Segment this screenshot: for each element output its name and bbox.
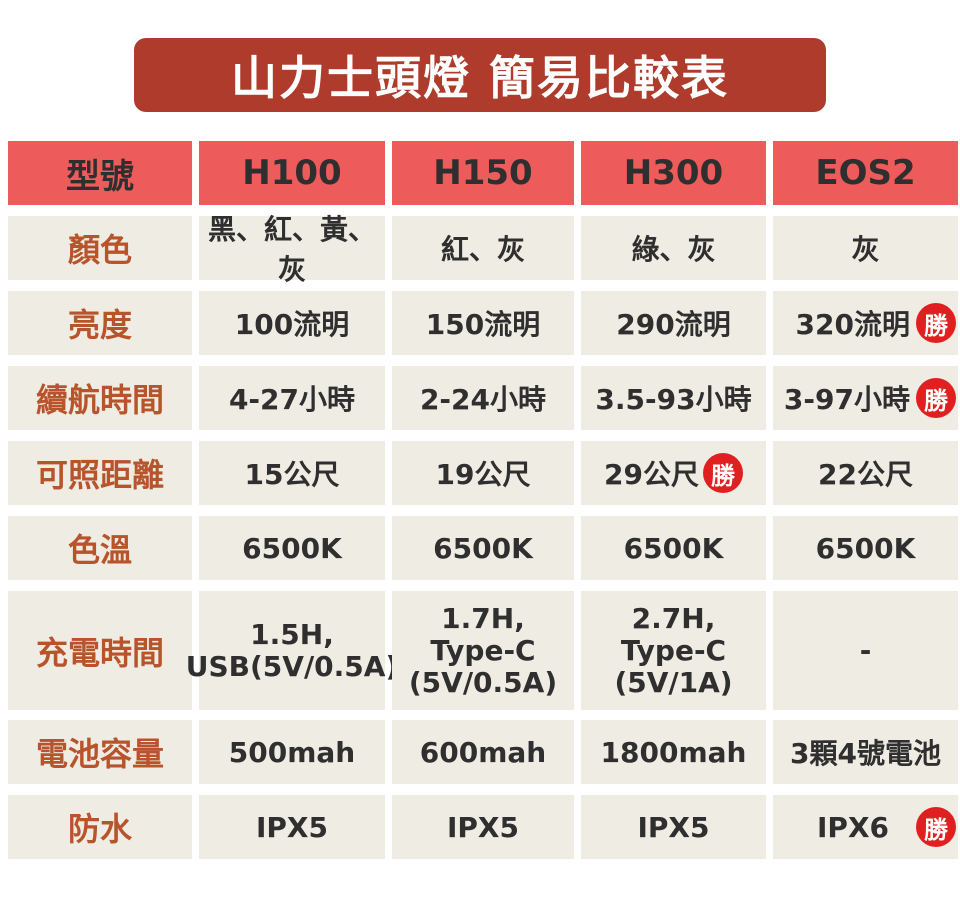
row-label: 色溫: [8, 516, 192, 580]
cell-line: (5V/0.5A): [408, 665, 558, 699]
winner-badge: 勝: [916, 807, 956, 847]
cell-line: Type-C: [620, 633, 727, 667]
cell-line: (5V/1A): [614, 665, 733, 699]
table-cell: 600mah: [392, 720, 574, 784]
table-cell: 黑、紅、黃、灰: [199, 213, 385, 286]
cell-line: 1.5H,: [250, 617, 334, 651]
cell-line: 2.7H,: [631, 601, 716, 635]
table-cell: 3顆4號電池: [773, 720, 958, 784]
winner-badge: 勝: [702, 453, 743, 493]
table-cell: 灰: [773, 216, 958, 280]
header-cell-h150: H150: [392, 141, 574, 205]
row-label: 可照距離: [8, 441, 192, 505]
table-cell: 500mah: [199, 720, 385, 784]
cell-value: 320流明: [795, 308, 910, 341]
table-cell: 6500K: [199, 516, 385, 580]
cell-line: USB(5V/0.5A): [185, 649, 399, 683]
table-cell: 290流明: [581, 291, 766, 355]
table-cell: 紅、灰: [392, 216, 574, 280]
table-cell: 100流明: [199, 291, 385, 355]
page-title: 山力士頭燈 簡易比較表: [134, 38, 826, 112]
table-cell: 3-97小時 勝: [773, 366, 958, 430]
header-cell-eos2: EOS2: [773, 141, 958, 205]
table-cell: 1.5H, USB(5V/0.5A): [186, 591, 398, 710]
row-label: 續航時間: [8, 366, 192, 430]
table-cell: 6500K: [581, 516, 766, 580]
table-cell: -: [773, 591, 958, 710]
table-cell: 1.7H, Type-C (5V/0.5A): [392, 591, 574, 710]
winner-badge: 勝: [916, 303, 956, 343]
row-label: 顏色: [8, 216, 192, 280]
row-label: 亮度: [8, 291, 192, 355]
table-cell: IPX6 勝: [773, 795, 958, 859]
table-cell: 2-24小時: [392, 366, 574, 430]
table-cell: 150流明: [392, 291, 574, 355]
table-cell: 綠、灰: [581, 216, 766, 280]
cell-value: IPX6: [817, 810, 890, 844]
table-cell: 6500K: [392, 516, 574, 580]
cell-line: Type-C: [430, 633, 536, 667]
winner-badge: 勝: [916, 378, 956, 418]
header-cell-h100: H100: [199, 141, 385, 205]
table-cell: 4-27小時: [199, 366, 385, 430]
row-label: 防水: [8, 795, 192, 859]
row-label: 電池容量: [8, 720, 192, 784]
header-cell-h300: H300: [581, 141, 766, 205]
table-cell: IPX5: [199, 795, 385, 859]
row-label: 充電時間: [8, 591, 192, 710]
cell-line: 1.7H,: [441, 601, 525, 635]
table-cell: 2.7H, Type-C (5V/1A): [581, 591, 766, 710]
table-cell: 19公尺: [392, 441, 574, 505]
table-cell: IPX5: [392, 795, 574, 859]
comparison-table: 型號 H100 H150 H300 EOS2 顏色 黑、紅、黃、灰 紅、灰 綠、…: [8, 141, 958, 859]
table-cell: 1800mah: [581, 720, 766, 784]
table-cell: 22公尺: [773, 441, 958, 505]
table-cell: 6500K: [773, 516, 958, 580]
table-cell: 320流明 勝: [773, 291, 958, 355]
table-cell: 15公尺: [199, 441, 385, 505]
cell-value: 29公尺: [604, 458, 699, 491]
table-cell: IPX5: [581, 795, 766, 859]
header-cell-model: 型號: [8, 141, 192, 205]
cell-value: 3-97小時: [783, 383, 910, 416]
table-cell: 29公尺 勝: [581, 441, 766, 505]
table-cell: 3.5-93小時: [581, 366, 766, 430]
